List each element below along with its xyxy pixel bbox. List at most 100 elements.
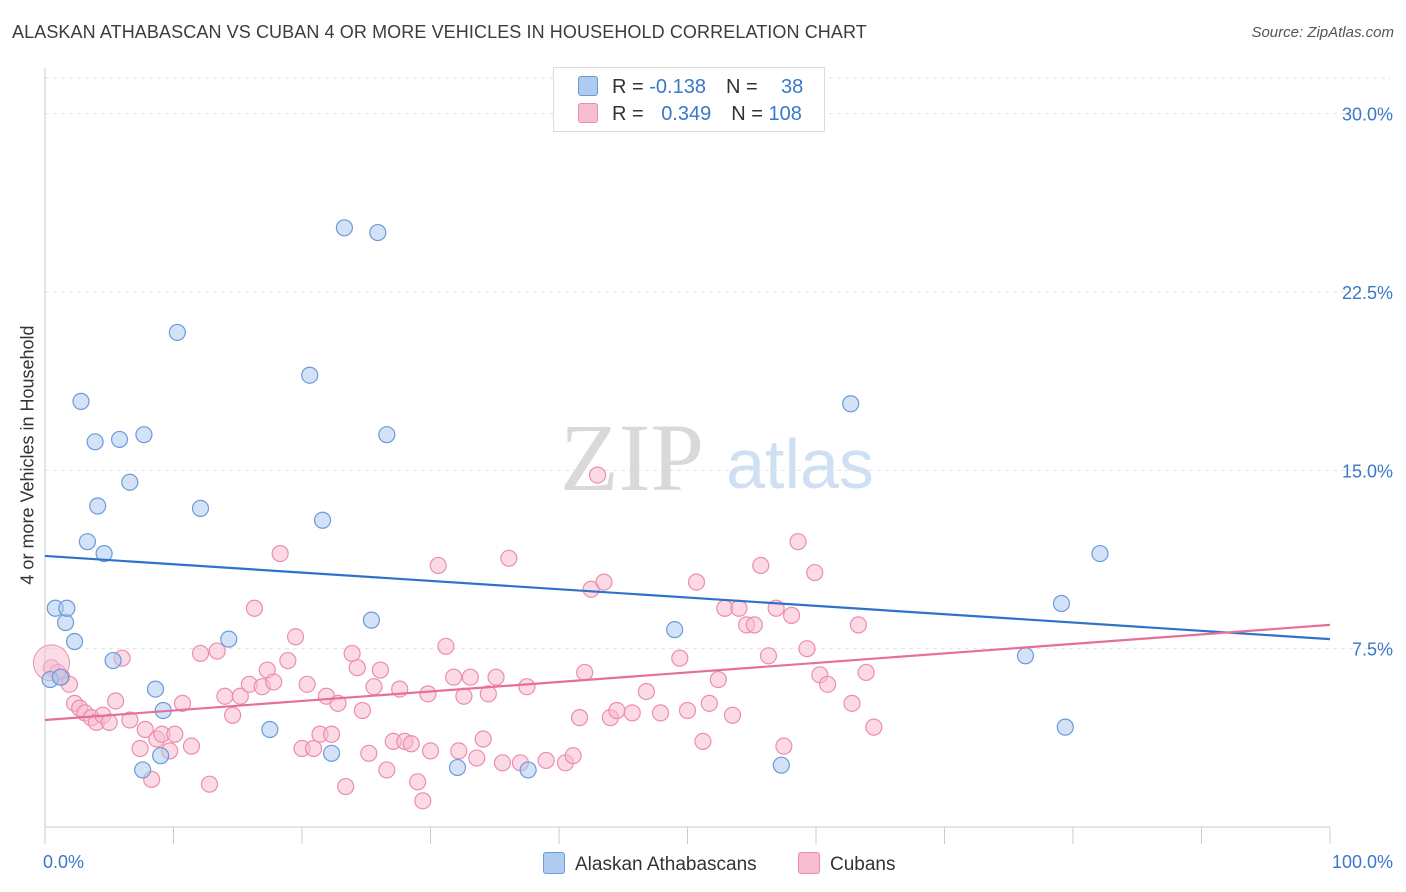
data-point	[378, 426, 396, 444]
y-tick-labels: 7.5% 15.0% 22.5% 30.0%	[1342, 105, 1393, 660]
data-point	[474, 730, 492, 748]
source-label: Source: ZipAtlas.com	[1251, 24, 1394, 41]
legend-n-label: N =	[731, 103, 769, 125]
data-point	[570, 709, 589, 727]
data-point	[759, 647, 778, 665]
data-point	[818, 675, 837, 693]
chart-title: ALASKAN ATHABASCAN VS CUBAN 4 OR MORE VE…	[12, 22, 867, 42]
legend-r-label: R =	[612, 103, 650, 125]
data-point	[519, 761, 537, 779]
correlation-legend: R = -0.138 N = 38 R = 0.349 N = 108	[553, 67, 825, 132]
data-point	[343, 644, 361, 663]
data-point	[709, 670, 727, 689]
data-point	[798, 640, 816, 658]
data-point	[348, 659, 366, 677]
data-point	[437, 637, 455, 655]
data-point	[421, 742, 440, 760]
data-point	[429, 556, 447, 575]
data-point	[576, 663, 594, 682]
y-tick-label: 30.0%	[1342, 105, 1393, 125]
data-point	[301, 366, 319, 384]
legend-n-value: 108	[768, 103, 802, 125]
legend-swatch-pink	[578, 103, 598, 123]
data-point	[1016, 647, 1035, 665]
data-point	[789, 533, 807, 551]
data-point	[730, 599, 748, 617]
data-point	[136, 720, 154, 739]
data-point	[191, 499, 210, 517]
data-point	[121, 473, 139, 491]
data-point	[479, 685, 497, 703]
legend-n-value: 38	[780, 76, 804, 98]
data-point	[752, 556, 770, 575]
data-point	[595, 573, 613, 591]
legend-row-athabascans: R = -0.138 N = 38	[578, 76, 803, 99]
data-point	[419, 685, 437, 703]
data-point	[78, 533, 97, 551]
data-point	[842, 395, 860, 413]
data-point	[65, 632, 84, 651]
data-point	[623, 704, 641, 722]
data-point	[224, 706, 242, 724]
data-point	[107, 692, 125, 710]
watermark: ZIP atlas	[560, 404, 874, 511]
legend-row-cubans: R = 0.349 N = 108	[578, 103, 802, 126]
data-point	[89, 497, 107, 515]
data-point	[455, 687, 473, 705]
watermark-atlas: atlas	[726, 425, 874, 503]
data-point	[378, 761, 396, 779]
data-point	[1052, 594, 1071, 613]
data-point	[1056, 718, 1074, 736]
data-point	[409, 773, 427, 791]
data-point	[100, 713, 118, 731]
data-point	[286, 628, 305, 646]
data-point	[671, 649, 689, 667]
data-point	[537, 751, 555, 770]
data-point	[182, 737, 201, 755]
data-point	[173, 694, 192, 712]
trend-lines	[44, 554, 1331, 722]
data-point	[369, 223, 387, 242]
data-point	[166, 725, 184, 743]
bottom-legend-swatch-pink	[798, 852, 820, 874]
bottom-legend-swatch-blue	[543, 852, 565, 874]
data-point	[152, 747, 170, 765]
legend-r-value: 0.349	[661, 103, 712, 125]
data-point	[402, 735, 420, 753]
data-point	[772, 756, 790, 774]
data-point	[450, 742, 468, 760]
gridlines	[45, 77, 1390, 650]
data-point	[448, 758, 467, 777]
data-point	[216, 687, 234, 705]
data-point	[208, 642, 226, 660]
data-point	[304, 739, 323, 758]
data-point	[651, 704, 670, 722]
legend-r-label: R =	[612, 76, 650, 98]
data-point	[56, 613, 75, 632]
data-point	[191, 644, 210, 663]
x-tick-label: 100.0%	[1332, 852, 1393, 872]
data-point	[637, 682, 655, 701]
data-point	[843, 694, 861, 712]
legend-swatch-blue	[578, 76, 598, 96]
legend-r-value: -0.138	[649, 76, 706, 98]
data-point	[564, 747, 582, 765]
y-tick-label: 7.5%	[1352, 640, 1393, 660]
data-point	[104, 651, 122, 670]
data-point	[723, 706, 742, 724]
data-point	[335, 219, 354, 237]
watermark-zip: ZIP	[560, 404, 704, 511]
data-point	[86, 433, 104, 451]
data-point	[782, 606, 801, 624]
data-point	[135, 426, 153, 444]
data-point	[487, 668, 505, 686]
data-point	[700, 694, 718, 712]
data-point	[445, 668, 463, 686]
data-point	[353, 701, 371, 720]
data-point	[72, 392, 90, 410]
data-point	[666, 621, 684, 639]
bottom-legend-athabascans: Alaskan Athabascans	[543, 852, 757, 876]
trend-line-athabascans	[44, 554, 1331, 641]
data-point	[134, 761, 152, 779]
